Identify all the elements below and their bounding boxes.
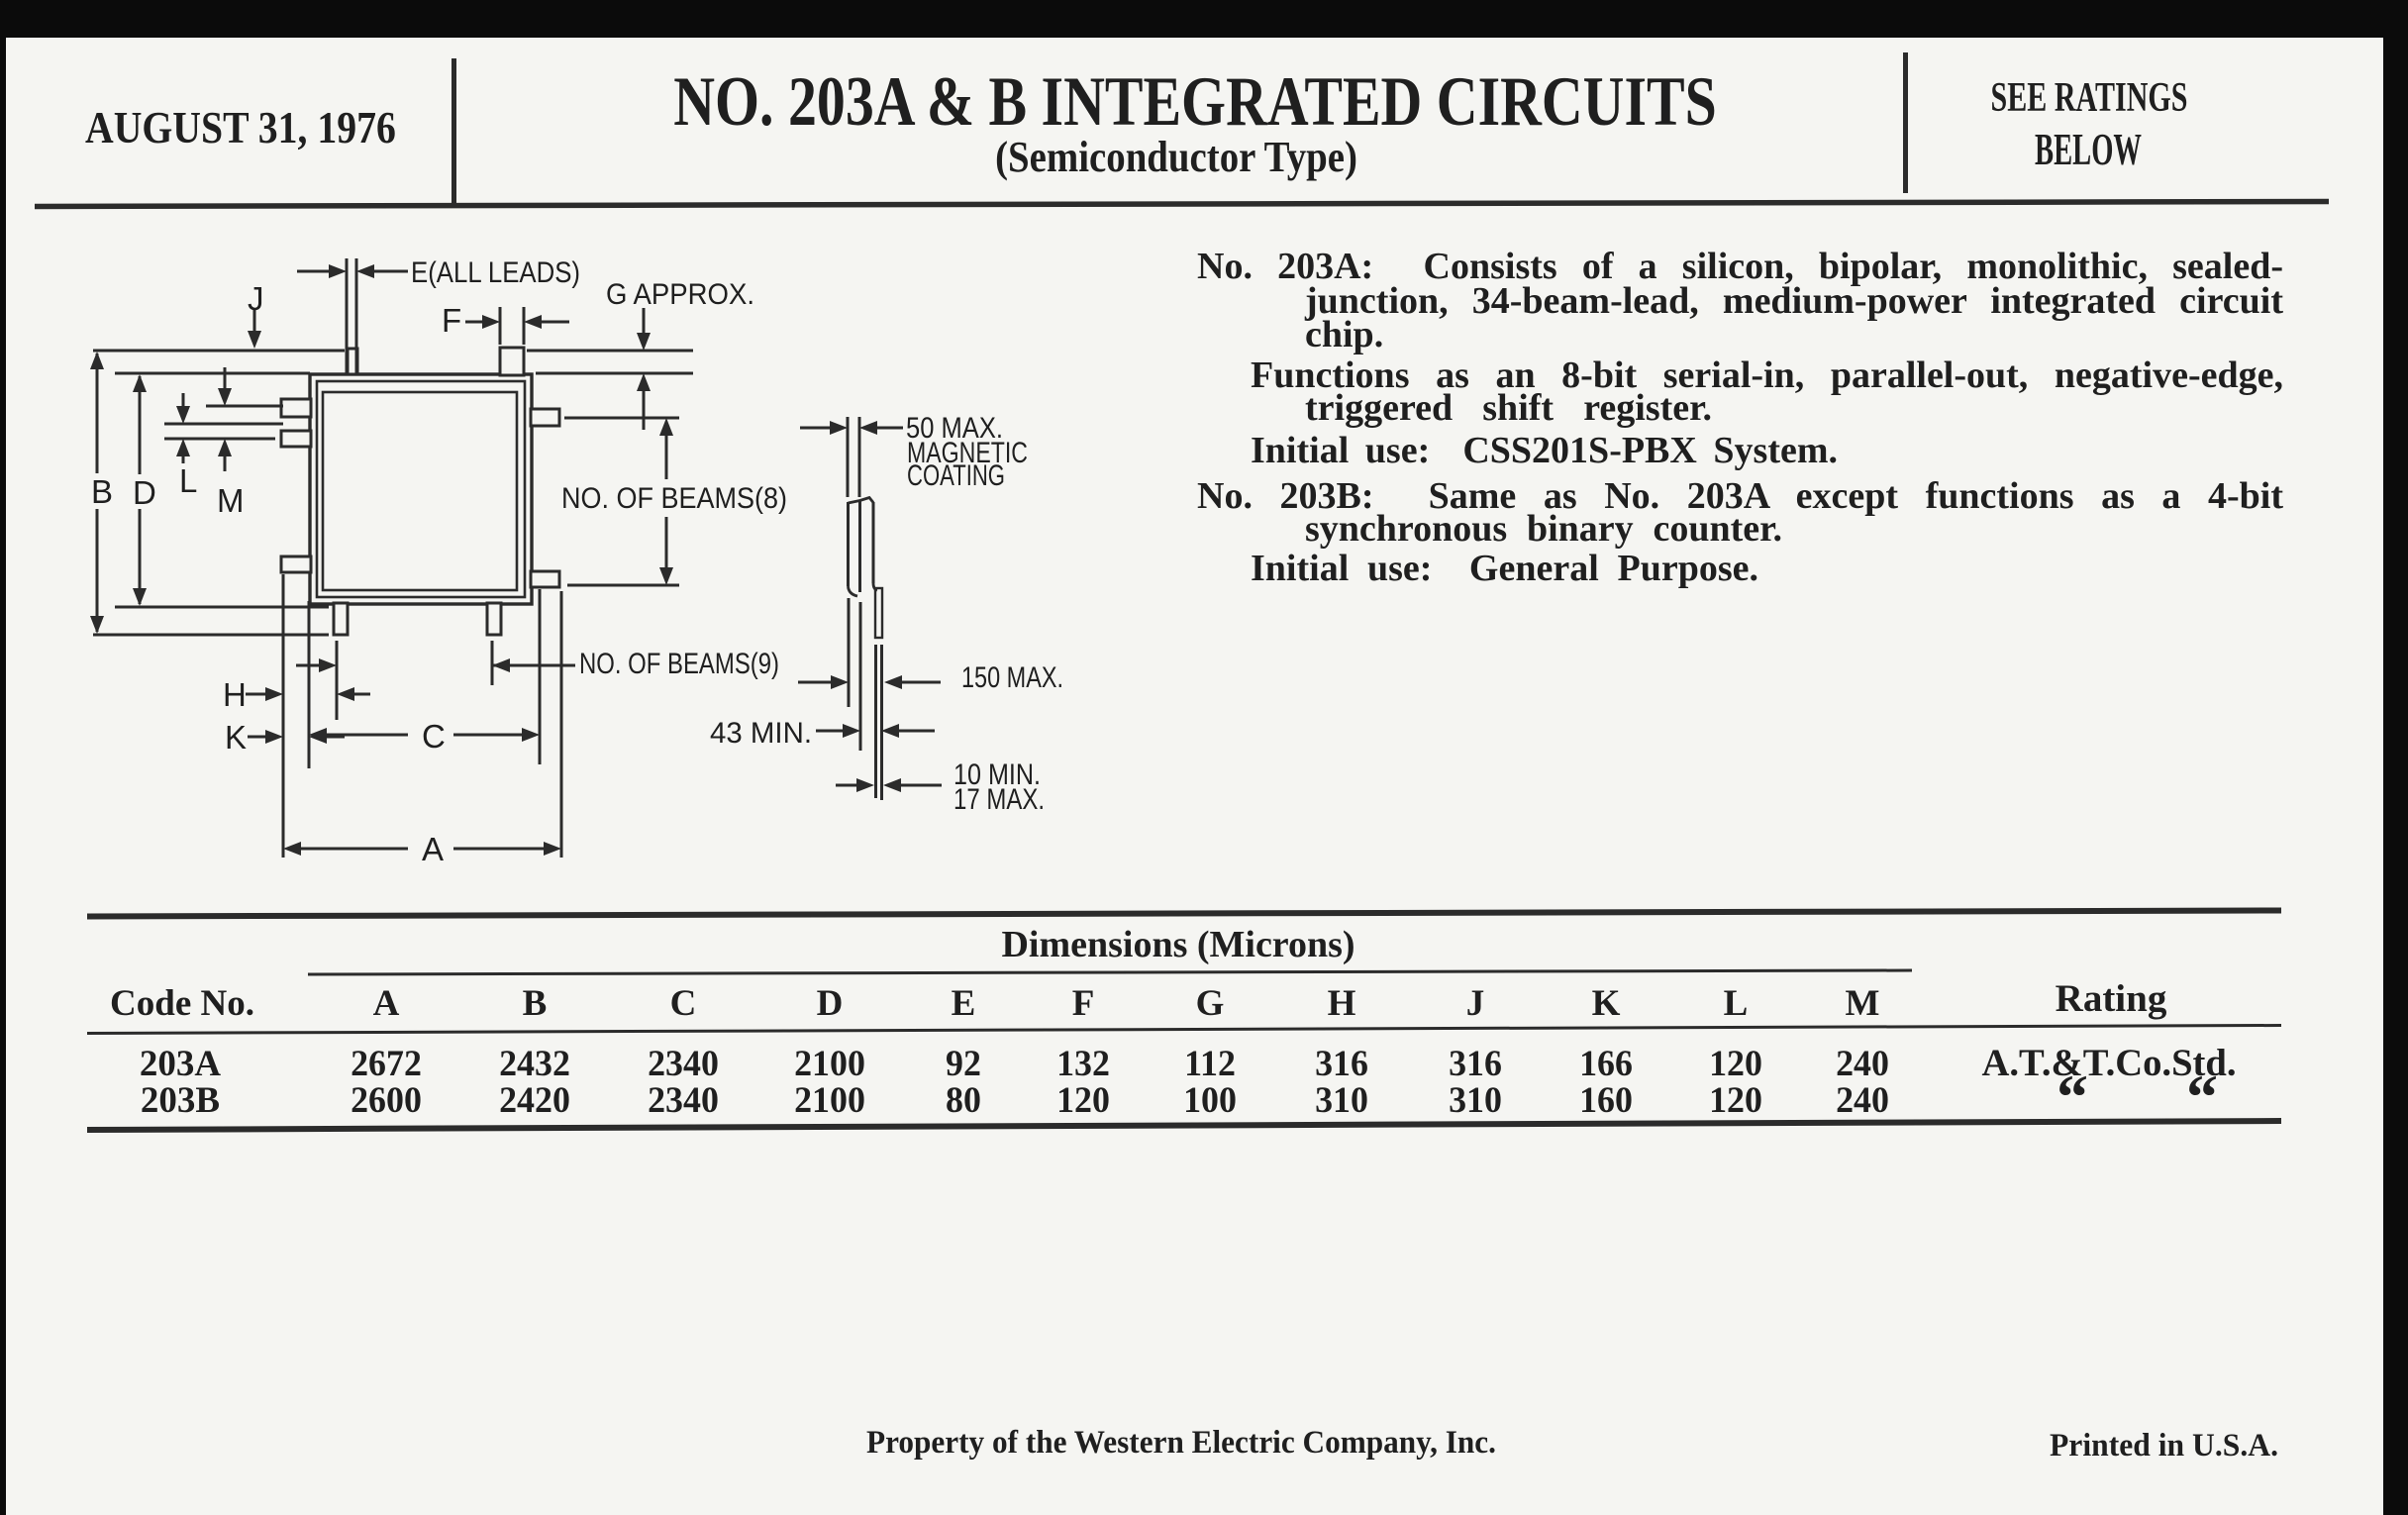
- svg-text:10 MIN.: 10 MIN.: [953, 758, 1041, 791]
- svg-text:50 MAX.: 50 MAX.: [906, 412, 1003, 445]
- svg-text:M: M: [217, 482, 245, 519]
- svg-text:B: B: [91, 473, 113, 510]
- svg-text:G APPROX.: G APPROX.: [606, 278, 754, 311]
- svg-text:150 MAX.: 150 MAX.: [961, 661, 1063, 694]
- svg-text:H: H: [223, 676, 247, 713]
- svg-text:MAGNETIC: MAGNETIC: [907, 437, 1028, 469]
- svg-text:43 MIN.: 43 MIN.: [710, 717, 812, 750]
- svg-text:D: D: [133, 474, 156, 511]
- svg-text:E(ALL LEADS): E(ALL LEADS): [411, 256, 580, 289]
- svg-text:L: L: [179, 462, 197, 499]
- svg-text:NO. OF BEAMS(9): NO. OF BEAMS(9): [579, 648, 779, 680]
- svg-text:K: K: [225, 719, 247, 756]
- svg-text:F: F: [442, 302, 461, 339]
- svg-text:17 MAX.: 17 MAX.: [953, 783, 1045, 816]
- svg-text:C: C: [422, 718, 446, 755]
- svg-text:A: A: [422, 831, 444, 867]
- svg-text:J: J: [248, 280, 264, 317]
- svg-text:NO. OF BEAMS(8): NO. OF BEAMS(8): [561, 482, 787, 515]
- svg-text:COATING: COATING: [907, 459, 1005, 492]
